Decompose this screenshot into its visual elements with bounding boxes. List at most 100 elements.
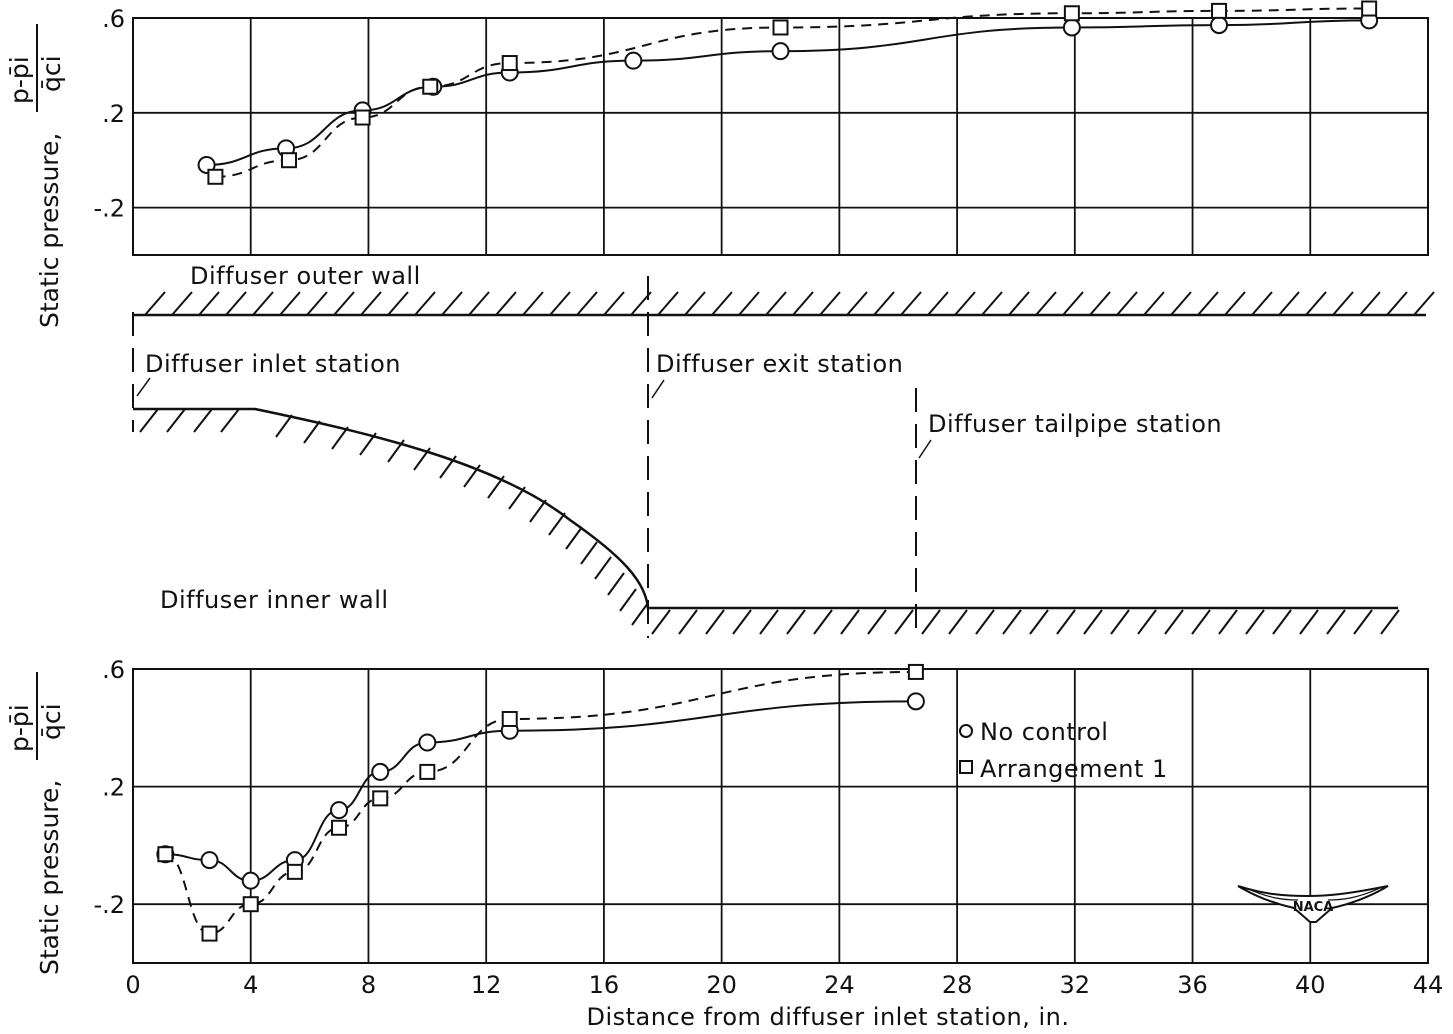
outer-wall-hatch-mark bbox=[927, 291, 949, 316]
bottom-point-arrangement-1 bbox=[501, 710, 518, 727]
top-series-line-arrangement-1 bbox=[215, 7, 1370, 178]
inner-wall-hatch-mark bbox=[359, 432, 377, 456]
bottom-point-arrangement-1 bbox=[907, 663, 924, 680]
inner-wall-hatch-mark bbox=[139, 408, 159, 433]
top-series-line-no-control bbox=[206, 19, 1370, 166]
top-point-arrangement-1 bbox=[207, 168, 224, 185]
outer-wall-hatch-mark bbox=[441, 291, 463, 316]
bottom-point-no-control bbox=[241, 871, 260, 890]
legend-no-control-marker bbox=[959, 724, 973, 738]
outer-wall-hatch-mark bbox=[1008, 291, 1030, 316]
inner-wall-hatch-mark bbox=[1299, 609, 1319, 635]
outer-wall-hatch-mark bbox=[1413, 291, 1435, 316]
outer-wall-hatch-mark bbox=[144, 291, 166, 316]
naca-logo-text: NACA bbox=[1293, 900, 1334, 915]
bottom-y-axis-label-denominator: q̄ci bbox=[37, 703, 66, 740]
outer-wall-hatch-mark bbox=[549, 291, 571, 316]
top-y-tick-label: .6 bbox=[102, 5, 125, 33]
legend-no-control-label: No control bbox=[980, 718, 1108, 746]
outer-wall-hatch-mark bbox=[1143, 291, 1165, 316]
inner-wall-hatch-mark bbox=[921, 609, 941, 635]
outer-wall-hatch-mark bbox=[792, 291, 814, 316]
bottom-point-arrangement-1 bbox=[331, 819, 348, 836]
outer-wall-hatch-mark bbox=[306, 291, 328, 316]
inner-wall-hatch-mark bbox=[732, 609, 752, 635]
bottom-series-line-arrangement-1 bbox=[165, 670, 916, 935]
x-tick-label: 32 bbox=[1060, 971, 1091, 999]
bottom-y-tick-label: -.2 bbox=[93, 891, 125, 919]
inner-wall-hatch-mark bbox=[387, 439, 405, 463]
tailpipe-station-label: Diffuser tailpipe station bbox=[928, 410, 1222, 438]
top-y-tick-label: .2 bbox=[102, 100, 125, 128]
bottom-point-arrangement-1 bbox=[201, 925, 218, 942]
outer-wall-hatch-mark bbox=[225, 291, 247, 316]
legend-arrangement-1-label: Arrangement 1 bbox=[980, 755, 1168, 783]
inlet-station-pointer bbox=[136, 377, 151, 397]
bottom-y-tick-label: .2 bbox=[102, 774, 125, 802]
inner-wall-hatch-mark bbox=[166, 408, 186, 433]
bottom-point-arrangement-1 bbox=[157, 846, 174, 863]
top-y-axis-label-main: Static pressure, bbox=[35, 133, 64, 328]
outer-wall-hatch-mark bbox=[1332, 291, 1354, 316]
bottom-y-tick-label: .6 bbox=[102, 656, 125, 684]
bottom-point-no-control bbox=[906, 692, 925, 711]
outer-wall-hatch-mark bbox=[333, 291, 355, 316]
inner-wall-hatch-mark bbox=[948, 609, 968, 635]
bottom-point-arrangement-1 bbox=[286, 863, 303, 880]
outer-wall-hatch-mark bbox=[252, 291, 274, 316]
inner-wall-hatch-mark bbox=[1164, 609, 1184, 635]
top-chart-y-ticks: .6 .2 -.2 bbox=[93, 5, 125, 223]
top-chart-frame bbox=[132, 17, 1429, 256]
x-axis-label: Distance from diffuser inlet station, in… bbox=[586, 1003, 1069, 1031]
inner-wall-hatch-mark bbox=[1002, 609, 1022, 635]
x-tick-label: 40 bbox=[1295, 971, 1326, 999]
bottom-y-axis-label-main: Static pressure, bbox=[35, 780, 64, 975]
x-tick-label: 28 bbox=[942, 971, 973, 999]
bottom-point-arrangement-1 bbox=[372, 790, 389, 807]
outer-wall-hatch-mark bbox=[468, 291, 490, 316]
top-point-no-control bbox=[1062, 18, 1081, 37]
outer-wall-hatch-mark bbox=[1170, 291, 1192, 316]
x-tick-label: 24 bbox=[824, 971, 855, 999]
inner-wall-hatch-mark bbox=[275, 414, 293, 438]
inner-wall-hatch-mark bbox=[1191, 609, 1211, 635]
top-point-arrangement-1 bbox=[1361, 0, 1378, 17]
inner-wall-hatch-mark bbox=[840, 609, 860, 635]
bottom-point-no-control bbox=[371, 762, 390, 781]
outer-wall-hatch-mark bbox=[603, 291, 625, 316]
outer-wall-hatch-mark bbox=[279, 291, 301, 316]
tailpipe-station-pointer bbox=[918, 439, 932, 459]
inner-wall-hatch-mark bbox=[1083, 609, 1103, 635]
outer-wall-hatch-mark bbox=[387, 291, 409, 316]
inner-wall-hatch-mark bbox=[303, 420, 321, 444]
top-point-arrangement-1 bbox=[772, 19, 789, 36]
exit-station-label: Diffuser exit station bbox=[656, 350, 903, 378]
outer-wall-hatch-mark bbox=[360, 291, 382, 316]
outer-wall-hatch-mark bbox=[495, 291, 517, 316]
outer-wall-hatch-mark bbox=[684, 291, 706, 316]
bottom-series-line-no-control bbox=[165, 700, 916, 882]
outer-wall-hatch-mark bbox=[954, 291, 976, 316]
inner-wall-pressure-chart: .6 .2 -.2 0 4 8 12 16 20 24 28 32 36 40 44 Distance f… bbox=[5, 656, 1443, 1031]
inner-wall-hatch-mark bbox=[463, 464, 481, 488]
inner-wall-hatch-mark bbox=[759, 609, 779, 635]
legend: No control Arrangement 1 bbox=[959, 718, 1168, 783]
inner-wall-hatch-mark bbox=[594, 556, 612, 580]
outer-wall-hatch-mark bbox=[198, 291, 220, 316]
outer-wall-hatching bbox=[144, 291, 1435, 316]
inner-wall-hatch-mark bbox=[619, 588, 637, 612]
diffuser-diagram: Diffuser outer wall Diffuser inlet stati… bbox=[132, 262, 1435, 640]
inner-wall-hatch-mark bbox=[413, 447, 431, 471]
outer-wall-hatch-mark bbox=[414, 291, 436, 316]
inner-wall-hatch-mark bbox=[220, 408, 240, 433]
bottom-point-no-control bbox=[200, 851, 219, 870]
inner-wall-hatch-mark bbox=[1272, 609, 1292, 635]
outer-wall-hatch-mark bbox=[738, 291, 760, 316]
inner-wall-hatch-mark bbox=[975, 609, 995, 635]
inner-wall-hatch-mark bbox=[1353, 609, 1373, 635]
x-tick-label: 44 bbox=[1413, 971, 1444, 999]
bottom-point-no-control bbox=[330, 801, 349, 820]
inner-wall-hatch-mark bbox=[565, 526, 583, 550]
inner-wall-hatch-mark bbox=[651, 609, 671, 635]
x-tick-label: 20 bbox=[706, 971, 737, 999]
